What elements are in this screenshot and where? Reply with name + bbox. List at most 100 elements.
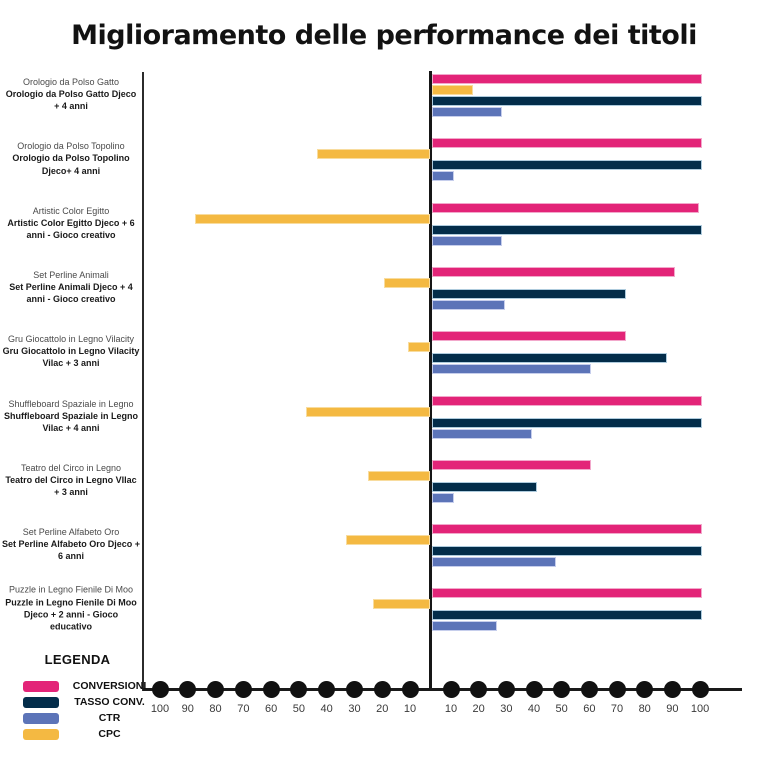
axis-tick-label: 30 <box>500 703 513 715</box>
row-label-product: Set Perline Alfabeto Oro <box>22 526 120 537</box>
legend-swatch-cpc <box>23 728 59 740</box>
axis-tick-label: 60 <box>264 703 278 715</box>
axis-tick-label: 10 <box>444 703 458 715</box>
legend-title: LEGENDA <box>44 652 111 667</box>
bar-cpc <box>346 535 430 546</box>
row-label-product: Shuffleboard Spaziale in Legno <box>8 398 134 409</box>
bar-conversioni <box>432 524 702 535</box>
bar-conversioni <box>432 138 702 149</box>
bar-conversioni <box>432 331 627 342</box>
axis-tick-label: 20 <box>472 703 485 715</box>
bar-cpc <box>432 85 473 95</box>
axis-tick-dot <box>207 681 225 698</box>
bar-tasso-conv <box>432 353 667 364</box>
axis-tick-dot <box>691 681 709 698</box>
legend-label: CTR <box>98 712 121 724</box>
bar-ctr <box>432 492 454 503</box>
axis-tick-dot <box>179 681 197 698</box>
row-label: Orologio da Polso Topolino Orologio da Po… <box>2 140 140 176</box>
bar-tasso-conv <box>432 160 702 171</box>
axis-tick-label: 70 <box>237 703 250 715</box>
bar-cpc <box>195 213 430 224</box>
axis-tick-dot <box>345 681 363 698</box>
axis-tick-dot <box>234 681 252 698</box>
legend-label: CPC <box>98 728 121 740</box>
row-label-title: Orologio da Polso Gatto Djeco + 4 anni <box>5 88 137 112</box>
bar-tasso-conv <box>432 481 538 492</box>
axis-tick-dot <box>608 681 626 698</box>
axis-tick-dot <box>318 681 336 698</box>
bar-tasso-conv <box>432 96 702 106</box>
row-label: Orologio da Polso Gatto Orologio da Polso… <box>2 76 140 112</box>
axis-tick-label: 50 <box>555 703 568 715</box>
row-label: Set Perline Animali Set Perline Animali D… <box>2 269 140 305</box>
legend-swatch-conversioni <box>23 680 59 692</box>
row-label-product: Orologio da Polso Gatto <box>22 76 120 87</box>
row-label-product: Artistic Color Egitto <box>32 205 110 216</box>
bar-ctr <box>432 235 503 246</box>
axis-tick-dot <box>290 681 308 698</box>
legend-item-cpc: CPC <box>20 726 160 742</box>
row-label-product: Teatro del Circo in Legno <box>20 462 122 473</box>
bar-cpc <box>384 277 430 288</box>
bar-tasso-conv <box>432 288 627 299</box>
axis-tick-dot <box>580 681 598 698</box>
axis-tick-label: 100 <box>150 703 170 715</box>
axis-tick-label: 40 <box>320 703 333 715</box>
row-label: Gru Giocattolo in Legno Vilacity Gru Gioc… <box>2 333 140 369</box>
row-label-title: Gru Giocattolo in Legno Vilacity Vilac +… <box>2 346 140 369</box>
axis-tick-label: 40 <box>527 703 541 715</box>
row-label-title: Set Perline Alfabeto Oro Djeco + 6 anni <box>2 539 140 562</box>
axis-tick-dot <box>373 681 391 698</box>
bar-tasso-conv <box>432 224 702 235</box>
axis-tick-dot <box>262 681 280 698</box>
bar-cpc <box>367 470 430 481</box>
bar-ctr <box>432 557 557 568</box>
row-label-product: Orologio da Polso Topolino <box>17 141 125 152</box>
row-label: Shuffleboard Spaziale in Legno Shuffleboa… <box>2 397 140 433</box>
axis-tick-label: 90 <box>181 703 194 715</box>
bar-conversioni <box>432 459 592 470</box>
label-axis-line <box>142 72 144 691</box>
bar-tasso-conv <box>432 417 702 428</box>
legend-swatch-tasso_conv <box>23 696 59 708</box>
bar-ctr <box>432 171 454 182</box>
row-label-product: Puzzle in Legno Fienile Di Moo <box>8 585 134 596</box>
bar-ctr <box>432 299 505 310</box>
center-axis-line <box>429 71 432 691</box>
axis-tick-label: 100 <box>690 703 710 715</box>
row-label-product: Set Perline Animali <box>33 269 109 280</box>
axis-tick-label: 20 <box>376 703 389 715</box>
row-label: Artistic Color Egitto Artistic Color Egit… <box>2 204 140 240</box>
axis-tick-label: 60 <box>583 703 596 715</box>
bar-tasso-conv <box>432 546 702 557</box>
axis-tick-label: 70 <box>610 703 624 715</box>
axis-tick-dot <box>470 681 488 698</box>
bar-conversioni <box>432 74 702 84</box>
axis-tick-dot <box>636 681 654 698</box>
axis-tick-dot <box>151 681 169 698</box>
bar-conversioni <box>432 395 702 406</box>
legend: LEGENDA CONVERSIONI TASSO CONV. CTR CPC <box>20 652 160 742</box>
bar-cpc <box>408 342 430 353</box>
row-label-product: Gru Giocattolo in Legno Vilacity <box>8 333 134 344</box>
legend-items: CONVERSIONI TASSO CONV. CTR CPC <box>20 678 160 742</box>
axis-tick-dot <box>553 681 571 698</box>
legend-item-conversioni: CONVERSIONI <box>20 678 160 694</box>
bar-conversioni <box>432 266 675 277</box>
axis-tick-label: 50 <box>292 703 306 715</box>
row-label: Teatro del Circo in Legno Teatro del Circ… <box>2 462 140 498</box>
legend-item-tasso_conv: TASSO CONV. <box>20 694 160 710</box>
axis-tick-label: 90 <box>666 703 679 715</box>
row-label-title: Puzzle in Legno Fienile Di Moo Djeco + 2… <box>5 597 137 632</box>
bar-ctr <box>432 621 497 632</box>
axis-tick-dot <box>401 681 419 698</box>
bar-cpc <box>373 599 430 610</box>
bar-ctr <box>432 107 503 117</box>
bar-ctr <box>432 364 592 375</box>
chart-title: Miglioramento delle performance dei tito… <box>71 20 697 51</box>
axis-tick-label: 80 <box>209 703 222 715</box>
legend-item-ctr: CTR <box>20 710 160 726</box>
